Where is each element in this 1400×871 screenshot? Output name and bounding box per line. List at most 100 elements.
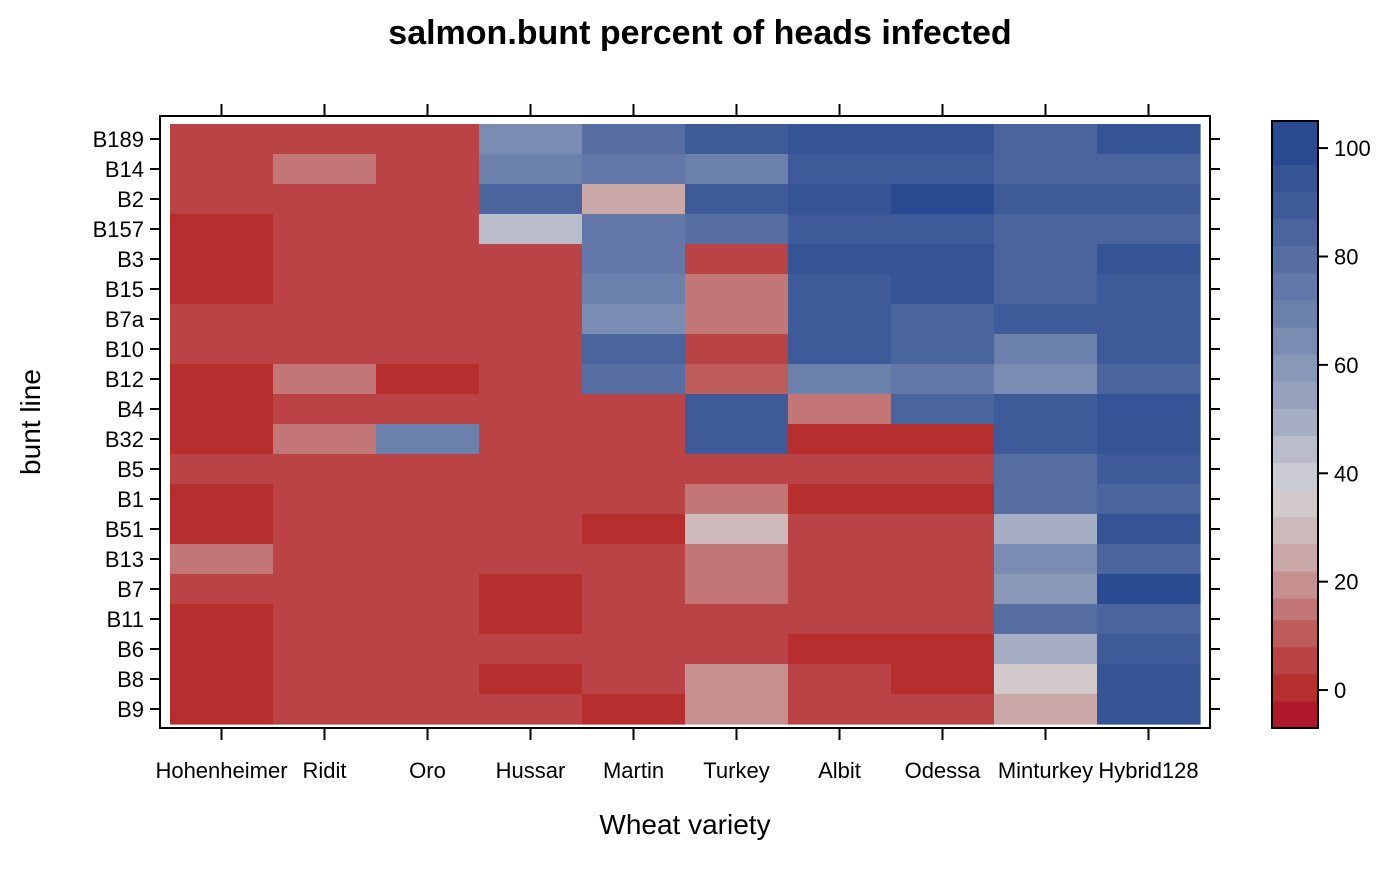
- heatmap-cell: [891, 304, 995, 335]
- heatmap-cell: [479, 244, 583, 275]
- heatmap-cell: [891, 454, 995, 485]
- heatmap-cell: [788, 244, 892, 275]
- heatmap-cell: [376, 544, 480, 575]
- legend-tick-label: 100: [1334, 136, 1371, 161]
- heatmap-cell: [994, 304, 1098, 335]
- heatmap-cell: [891, 664, 995, 695]
- legend-swatch: [1272, 354, 1318, 382]
- x-tick-label: Hohenheimer: [155, 758, 287, 783]
- heatmap-cell: [376, 214, 480, 245]
- heatmap-cell: [891, 334, 995, 365]
- heatmap-cell: [479, 334, 583, 365]
- heatmap-cell: [170, 604, 274, 635]
- x-tick-label: Hussar: [496, 758, 566, 783]
- heatmap-cell: [170, 634, 274, 665]
- heatmap-cell: [273, 634, 377, 665]
- heatmap-cell: [685, 304, 789, 335]
- heatmap-cell: [994, 544, 1098, 575]
- heatmap-cell: [582, 514, 686, 545]
- heatmap-cell: [376, 364, 480, 395]
- heatmap-cell: [994, 664, 1098, 695]
- heatmap-cell: [685, 334, 789, 365]
- heatmap-cell: [685, 634, 789, 665]
- legend-swatch: [1272, 619, 1318, 648]
- legend-swatch: [1272, 121, 1318, 165]
- legend-frame: [1271, 120, 1319, 729]
- legend-swatch: [1272, 516, 1318, 545]
- y-tick-label: B9: [117, 697, 144, 722]
- heatmap-cell: [891, 694, 995, 725]
- heatmap-cell: [376, 334, 480, 365]
- y-tick-label: B12: [105, 367, 144, 392]
- heatmap-cell: [788, 514, 892, 545]
- heatmap-cell: [891, 574, 995, 605]
- heatmap-cell: [376, 154, 480, 185]
- x-tick-label: Turkey: [703, 758, 769, 783]
- heatmap-cell: [170, 154, 274, 185]
- heatmap-cell: [788, 154, 892, 185]
- heatmap-cell: [891, 124, 995, 155]
- y-tick-label: B7a: [105, 307, 145, 332]
- x-axis-title: Wheat variety: [599, 809, 770, 840]
- heatmap-cell: [582, 304, 686, 335]
- y-tick-label: B6: [117, 637, 144, 662]
- heatmap-cell: [891, 484, 995, 515]
- heatmap-cell: [376, 514, 480, 545]
- heatmap-cell: [994, 514, 1098, 545]
- heatmap-cell: [170, 514, 274, 545]
- heatmap-cell: [582, 634, 686, 665]
- heatmap-cell: [788, 214, 892, 245]
- heatmap-cell: [1097, 454, 1201, 485]
- heatmap-cell: [479, 694, 583, 725]
- heatmap-cell: [582, 214, 686, 245]
- legend-tick-label: 40: [1334, 461, 1358, 486]
- heatmap-cell: [479, 484, 583, 515]
- heatmap-cell: [891, 154, 995, 185]
- legend-tick-label: 20: [1334, 570, 1358, 595]
- heatmap-cell: [994, 244, 1098, 275]
- heatmap-cell: [891, 244, 995, 275]
- legend-swatch: [1272, 191, 1318, 220]
- heatmap-cell: [479, 604, 583, 635]
- heatmap-cell: [788, 484, 892, 515]
- legend-swatch: [1272, 597, 1318, 621]
- heatmap-cell: [170, 244, 274, 275]
- heatmap-cell: [273, 664, 377, 695]
- heatmap-cell: [479, 514, 583, 545]
- y-tick-label: B157: [93, 217, 144, 242]
- heatmap-cell: [376, 634, 480, 665]
- heatmap-cell: [685, 424, 789, 455]
- heatmap-cell: [582, 334, 686, 365]
- heatmap-cell: [376, 394, 480, 425]
- heatmap-cell: [994, 154, 1098, 185]
- heatmap-cell: [1097, 424, 1201, 455]
- heatmap-cell: [582, 694, 686, 725]
- heatmap-cell: [376, 604, 480, 635]
- x-tick-label: Oro: [409, 758, 446, 783]
- chart-title: salmon.bunt percent of heads infected: [388, 14, 1011, 52]
- heatmap-cell: [891, 214, 995, 245]
- heatmap-cell: [273, 574, 377, 605]
- heatmap-cell: [479, 124, 583, 155]
- heatmap-cell: [582, 484, 686, 515]
- heatmap-cell: [170, 364, 274, 395]
- heatmap-cell: [170, 454, 274, 485]
- heatmap-cell: [788, 544, 892, 575]
- legend-swatch: [1272, 326, 1318, 355]
- heatmap-cell: [994, 274, 1098, 305]
- heatmap-cell: [1097, 574, 1201, 605]
- heatmap-cell: [170, 544, 274, 575]
- heatmap-cell: [170, 304, 274, 335]
- heatmap-cell: [1097, 514, 1201, 545]
- heatmap-cell: [376, 484, 480, 515]
- legend-swatch: [1272, 381, 1318, 409]
- heatmap-cell: [479, 634, 583, 665]
- y-tick-label: B7: [117, 577, 144, 602]
- heatmap-cell: [273, 364, 377, 395]
- heatmap-cell: [273, 394, 377, 425]
- x-tick-label: Minturkey: [998, 758, 1093, 783]
- x-tick-label: Odessa: [905, 758, 982, 783]
- legend-swatch: [1272, 272, 1318, 301]
- heatmap-cell: [170, 334, 274, 365]
